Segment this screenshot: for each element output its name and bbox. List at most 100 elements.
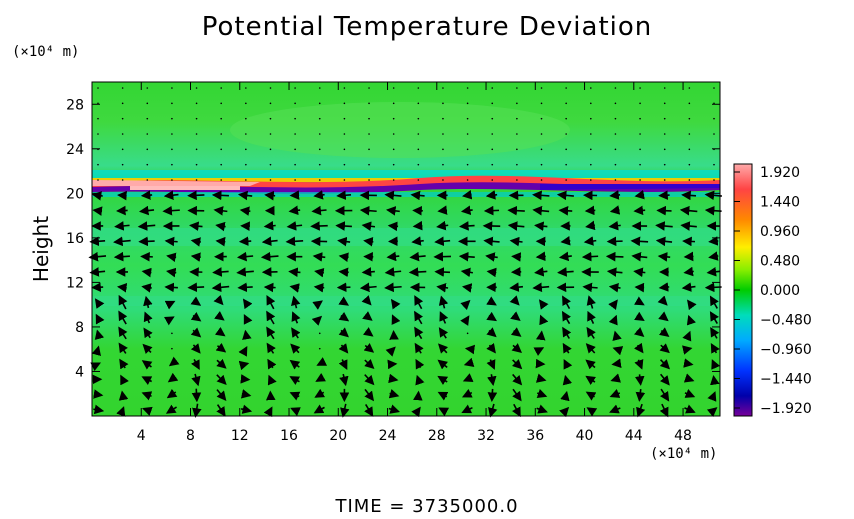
wind-vector: [261, 236, 278, 247]
wind-vector: [171, 87, 173, 89]
wind-vector: [408, 267, 427, 277]
wind-vector: [486, 327, 497, 338]
wind-vector: [215, 236, 226, 247]
wind-vector: [414, 342, 424, 354]
wind-vector: [94, 329, 105, 340]
colorbar-ticks: 1.920 1.440 0.960 0.480 0.000 −0.480 −0.960 −1.…: [734, 165, 812, 417]
wind-vector: [171, 133, 173, 135]
wind-vector: [195, 148, 198, 151]
wind-vector: [242, 329, 252, 341]
wind-vector: [220, 163, 222, 166]
wind-vector: [590, 179, 592, 181]
wind-vector: [243, 314, 253, 325]
wind-vector: [681, 190, 697, 201]
wind-vector: [462, 373, 474, 382]
wind-vector: [436, 220, 449, 231]
colorbar-label: 0.000: [760, 283, 800, 299]
wind-vector: [682, 345, 693, 355]
wind-vector: [263, 406, 273, 418]
wind-vector: [338, 311, 350, 322]
wind-vector: [171, 102, 173, 105]
wind-vector: [121, 148, 124, 151]
wind-vector: [585, 359, 596, 370]
wind-vector: [540, 179, 543, 181]
wind-vector: [266, 326, 276, 340]
wind-vector: [335, 221, 352, 231]
wind-vector: [318, 102, 321, 105]
wind-vector: [214, 310, 225, 321]
wind-vector: [162, 205, 180, 216]
wind-vector: [240, 374, 251, 384]
wind-vector: [437, 359, 448, 370]
wind-vector: [466, 133, 469, 135]
wind-vector: [163, 316, 175, 326]
wind-vector: [410, 190, 425, 201]
wind-vector: [438, 407, 450, 417]
wind-vector: [361, 295, 372, 306]
wind-vector: [534, 221, 548, 231]
wind-vector: [461, 283, 473, 293]
wind-vector: [582, 282, 598, 293]
wind-vector: [460, 267, 473, 278]
wind-vector: [138, 236, 155, 247]
wind-vector: [318, 87, 321, 89]
y-tick-label: 24: [66, 142, 84, 158]
y-tick-label: 4: [75, 364, 84, 380]
wind-vector: [533, 347, 545, 356]
wind-vector: [97, 102, 99, 105]
wind-vector: [368, 102, 370, 105]
wind-vector: [590, 102, 592, 105]
wind-vector: [485, 252, 498, 262]
wind-vector: [512, 373, 523, 386]
wind-vector: [516, 148, 518, 151]
wind-vector: [659, 359, 671, 370]
x-tick-label: 24: [379, 428, 397, 444]
wind-vector: [338, 267, 349, 278]
wind-vector: [141, 391, 153, 401]
wind-vector: [142, 343, 153, 354]
y-tick-label: 12: [66, 275, 84, 291]
wind-vector: [220, 148, 222, 151]
wind-vector: [168, 356, 180, 367]
wind-vector: [384, 190, 402, 201]
wind-vector: [220, 133, 222, 135]
wind-vector: [343, 163, 346, 166]
wind-vector: [614, 117, 617, 120]
wind-vector: [338, 327, 349, 338]
wind-vector: [510, 311, 521, 322]
wind-vector: [516, 117, 518, 120]
wind-vector: [388, 389, 400, 399]
wind-vector: [214, 326, 226, 337]
wind-vector: [388, 404, 401, 414]
wind-vector: [688, 133, 691, 135]
wind-vector: [516, 133, 518, 135]
wind-vector: [116, 406, 126, 417]
wind-vector: [688, 87, 691, 89]
wind-vector: [411, 406, 421, 418]
wind-vector: [146, 133, 149, 135]
wind-vector: [556, 190, 574, 201]
wind-vector: [390, 298, 401, 310]
wind-vector: [313, 282, 325, 293]
wind-vector: [414, 326, 424, 340]
wind-vector-field: [88, 87, 722, 418]
wind-vector: [146, 117, 149, 120]
wind-vector: [362, 311, 373, 321]
wind-vector: [412, 220, 423, 231]
wind-vector: [634, 374, 645, 386]
wind-vector: [121, 133, 124, 135]
wind-vector: [386, 251, 400, 262]
wind-vector: [313, 404, 325, 414]
wind-vector: [190, 311, 202, 322]
wind-vector: [91, 191, 103, 201]
wind-vector: [682, 236, 696, 247]
wind-vector: [462, 189, 473, 200]
x-tick-label: 44: [625, 428, 643, 444]
y-axis-unit: (×10⁴ m): [12, 44, 80, 60]
wind-vector: [614, 102, 617, 105]
wind-vector: [535, 373, 547, 383]
wind-vector: [639, 117, 641, 120]
wind-vector: [683, 373, 695, 383]
wind-vector: [562, 326, 572, 339]
wind-vector: [438, 343, 449, 354]
